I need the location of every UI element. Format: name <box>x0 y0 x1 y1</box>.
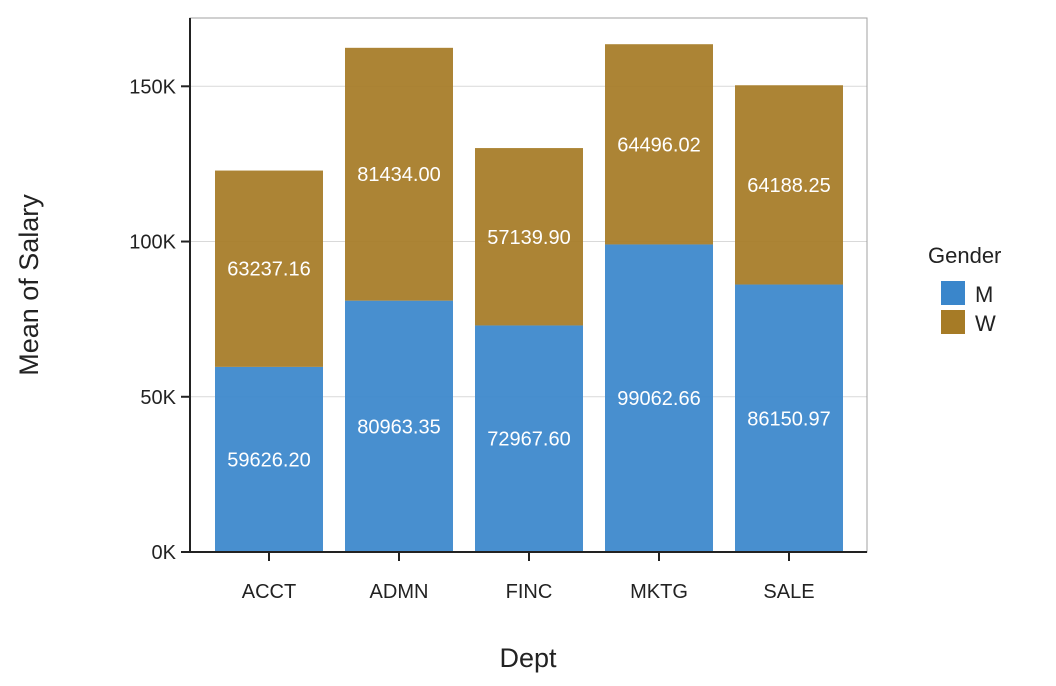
bar-value-label: 72967.60 <box>487 429 570 451</box>
x-tick-label: MKTG <box>630 581 688 603</box>
legend: Gender MW <box>928 243 1001 336</box>
legend-label-w: W <box>975 311 996 336</box>
y-tick-label: 0K <box>152 542 177 564</box>
x-tick-label: FINC <box>506 581 553 603</box>
bar-labels: 59626.20 63237.16 80963.35 81434.00 72967.60… <box>227 134 830 471</box>
bar-w-acct <box>215 170 323 367</box>
bar-value-label: 81434.00 <box>357 164 440 186</box>
legend-title: Gender <box>928 243 1001 268</box>
bar-value-label: 80963.35 <box>357 416 440 438</box>
bar-m-admn <box>345 300 453 552</box>
y-tick-label: 150K <box>129 76 176 98</box>
y-tick-label: 50K <box>140 387 176 409</box>
x-tick-label: SALE <box>763 581 814 603</box>
bar-m-mktg <box>605 244 713 552</box>
y-tick-label: 100K <box>129 232 176 254</box>
legend-swatch-w <box>941 310 965 334</box>
y-axis-title: Mean of Salary <box>14 194 44 376</box>
x-tick-label: ACCT <box>242 581 296 603</box>
y-axis-ticks: 0K 50K 100K 150K <box>129 76 190 564</box>
x-tick-label: ADMN <box>370 581 429 603</box>
bar-w-mktg <box>605 44 713 245</box>
bar-value-label: 57139.90 <box>487 227 570 249</box>
bar-w-sale <box>735 85 843 285</box>
bar-w-admn <box>345 47 453 301</box>
legend-label-m: M <box>975 282 993 307</box>
bar-value-label: 86150.97 <box>747 408 830 430</box>
bar-w-finc <box>475 148 583 326</box>
bar-value-label: 63237.16 <box>227 259 310 281</box>
legend-swatch-m <box>941 281 965 305</box>
bar-value-label: 99062.66 <box>617 388 700 410</box>
bar-value-label: 59626.20 <box>227 449 310 471</box>
bar-m-finc <box>475 325 583 552</box>
bars <box>215 44 843 552</box>
bar-value-label: 64188.25 <box>747 175 830 197</box>
bar-m-sale <box>735 284 843 552</box>
bar-value-label: 64496.02 <box>617 134 700 156</box>
x-axis-ticks: ACCT ADMN FINC MKTG SALE <box>242 552 815 603</box>
x-axis-title: Dept <box>499 643 557 673</box>
bar-m-acct <box>215 366 323 552</box>
